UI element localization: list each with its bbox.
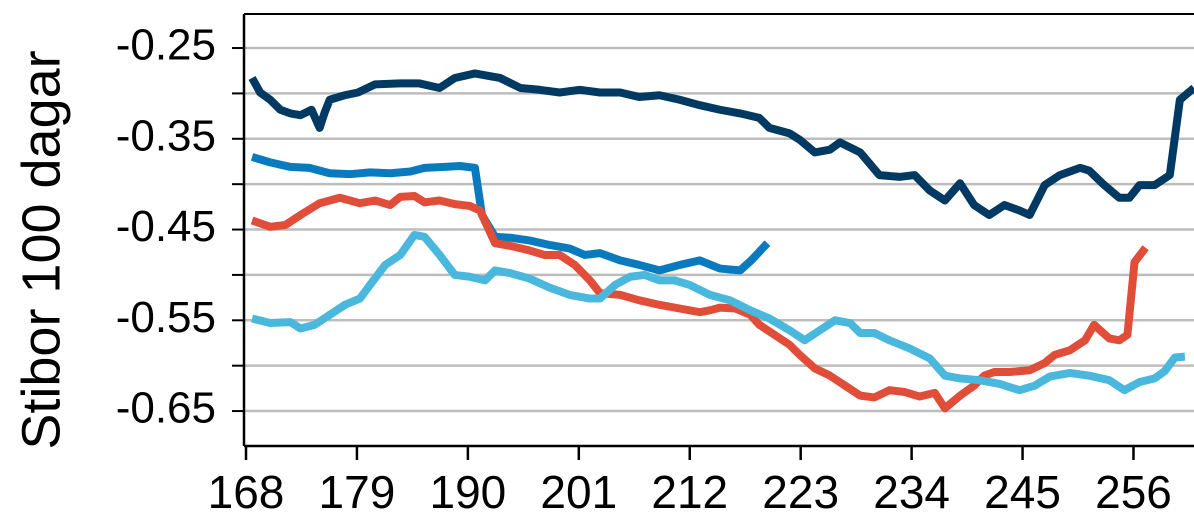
series-line xyxy=(250,153,771,275)
axes xyxy=(232,13,1194,460)
x-tick-label: 234 xyxy=(873,466,950,518)
x-tick-label: 212 xyxy=(651,466,728,518)
series-line xyxy=(248,69,1194,220)
series-line xyxy=(251,230,1186,395)
y-tick-label: -0.45 xyxy=(116,202,216,251)
y-axis-label: Stibor 100 dagar xyxy=(11,50,71,449)
x-tick-label: 168 xyxy=(208,466,285,518)
y-tick-label: -0.65 xyxy=(116,384,216,433)
series-line xyxy=(250,191,1149,413)
x-tick-label: 201 xyxy=(540,466,617,518)
x-tick-label: 179 xyxy=(319,466,396,518)
y-tick-label: -0.35 xyxy=(116,111,216,160)
x-tick-label: 256 xyxy=(1095,466,1172,518)
x-tick-label: 245 xyxy=(984,466,1061,518)
x-tick-label: 190 xyxy=(429,466,506,518)
grid xyxy=(244,46,1194,413)
lines xyxy=(248,69,1194,413)
y-tick-label: -0.55 xyxy=(116,293,216,342)
x-tick-label: 223 xyxy=(762,466,839,518)
y-tick-label: -0.25 xyxy=(116,21,216,70)
